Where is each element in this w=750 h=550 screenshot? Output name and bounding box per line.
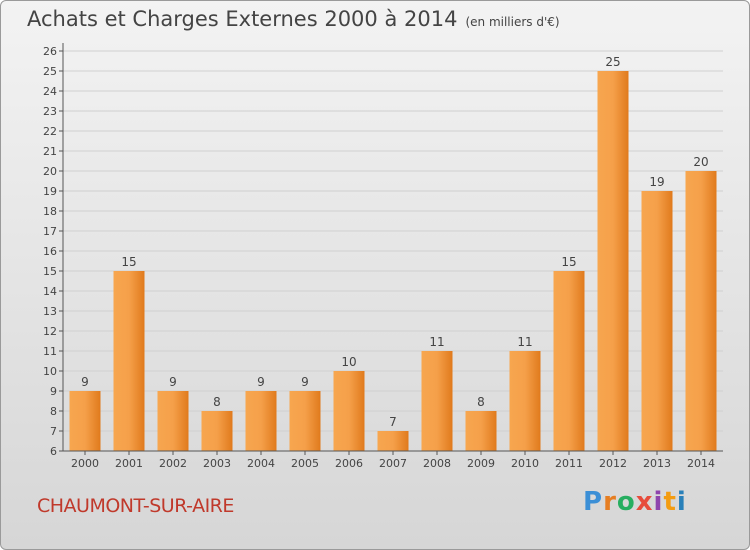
value-label: 20 (693, 155, 708, 169)
y-tick-label: 14 (43, 285, 57, 298)
bar-2005 (289, 391, 321, 451)
value-label: 7 (389, 415, 397, 429)
proxiti-logo: Proxiti (583, 487, 687, 517)
value-label: 9 (169, 375, 177, 389)
y-tick-label: 16 (43, 245, 57, 258)
commune-name: CHAUMONT-SUR-AIRE (37, 495, 234, 517)
y-tick-label: 13 (43, 305, 57, 318)
logo-letter: x (635, 487, 654, 517)
value-label: 9 (81, 375, 89, 389)
y-tick-label: 24 (43, 85, 57, 98)
x-tick-label: 2012 (599, 457, 627, 470)
bar-2002 (157, 391, 189, 451)
x-tick-label: 2001 (115, 457, 143, 470)
x-tick-label: 2005 (291, 457, 319, 470)
bar-2009 (465, 411, 497, 451)
y-tick-label: 18 (43, 205, 57, 218)
x-tick-label: 2014 (687, 457, 715, 470)
logo-letter: t (663, 487, 677, 517)
x-tick-label: 2002 (159, 457, 187, 470)
x-tick-label: 2013 (643, 457, 671, 470)
bar-2004 (245, 391, 277, 451)
value-label: 19 (649, 175, 664, 189)
value-label: 8 (213, 395, 221, 409)
value-label: 8 (477, 395, 485, 409)
value-label: 9 (257, 375, 265, 389)
value-label: 9 (301, 375, 309, 389)
bar-2006 (333, 371, 365, 451)
x-tick-label: 2003 (203, 457, 231, 470)
bar-2011 (553, 271, 585, 451)
y-tick-label: 21 (43, 145, 57, 158)
x-tick-label: 2011 (555, 457, 583, 470)
y-tick-label: 22 (43, 125, 57, 138)
y-tick-label: 23 (43, 105, 57, 118)
bar-2008 (421, 351, 453, 451)
y-tick-label: 6 (50, 445, 57, 458)
chart-title: Achats et Charges Externes 2000 à 2014 (e… (27, 7, 560, 31)
value-label: 15 (561, 255, 576, 269)
y-tick-label: 10 (43, 365, 57, 378)
bar-2012 (597, 71, 629, 451)
y-tick-label: 11 (43, 345, 57, 358)
y-tick-label: 9 (50, 385, 57, 398)
bar-2010 (509, 351, 541, 451)
value-label: 11 (517, 335, 532, 349)
logo-letter: P (583, 487, 604, 517)
bar-2000 (69, 391, 101, 451)
logo-letter: i (676, 487, 687, 517)
axes: 6 7 8 9 10 11 12 13 14 15 16 17 18 19 20 21 22 23 24 25 26 20… (43, 43, 723, 470)
y-tick-label: 26 (43, 45, 57, 58)
y-tick-label: 7 (50, 425, 57, 438)
x-tick-label: 2009 (467, 457, 495, 470)
chart-title-text: Achats et Charges Externes 2000 à 2014 (27, 7, 458, 31)
bar-2014 (685, 171, 717, 451)
bar-2003 (201, 411, 233, 451)
x-tick-label: 2010 (511, 457, 539, 470)
x-tick-label: 2004 (247, 457, 275, 470)
logo-letter: o (616, 487, 636, 517)
value-label: 15 (121, 255, 136, 269)
y-tick-label: 19 (43, 185, 57, 198)
logo-letter: r (603, 487, 617, 517)
value-label: 11 (429, 335, 444, 349)
y-tick-label: 15 (43, 265, 57, 278)
bars: 9 15 9 8 9 9 10 7 11 8 11 15 25 19 20 (69, 55, 717, 451)
bar-2013 (641, 191, 673, 451)
bar-2001 (113, 271, 145, 451)
chart-unit: (en milliers d'€) (465, 15, 560, 29)
y-tick-label: 20 (43, 165, 57, 178)
x-tick-label: 2008 (423, 457, 451, 470)
value-label: 25 (605, 55, 620, 69)
value-label: 10 (341, 355, 356, 369)
bar-2007 (377, 431, 409, 451)
y-tick-label: 12 (43, 325, 57, 338)
x-tick-label: 2000 (71, 457, 99, 470)
x-tick-label: 2007 (379, 457, 407, 470)
logo-letter: i (653, 487, 664, 517)
y-tick-label: 17 (43, 225, 57, 238)
y-tick-label: 25 (43, 65, 57, 78)
y-tick-label: 8 (50, 405, 57, 418)
x-tick-label: 2006 (335, 457, 363, 470)
